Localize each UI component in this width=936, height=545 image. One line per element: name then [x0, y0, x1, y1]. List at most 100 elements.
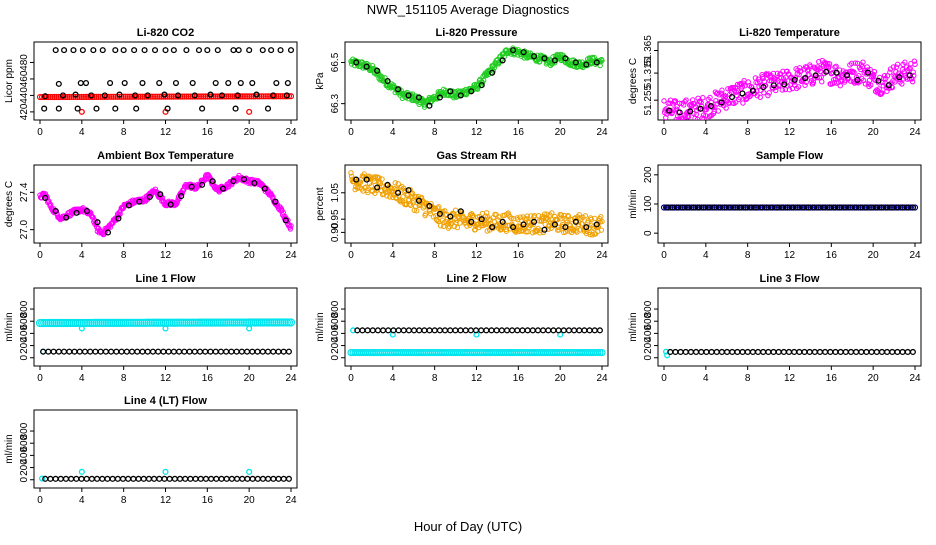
data-point	[93, 93, 100, 100]
data-point	[426, 102, 433, 109]
data-point	[104, 475, 111, 482]
x-tick-label: 0	[37, 373, 43, 384]
data-point	[409, 190, 416, 197]
data-point	[889, 348, 896, 356]
data-point	[259, 475, 267, 482]
data-point	[395, 86, 402, 93]
x-tick-label: 4	[703, 373, 709, 384]
data-point	[380, 327, 387, 334]
y-axis-label: Licor ppm	[4, 59, 15, 103]
data-point	[894, 348, 901, 356]
data-point	[128, 93, 136, 100]
x-tick-label: 16	[202, 250, 214, 261]
data-point	[405, 327, 412, 334]
data-point	[661, 98, 667, 104]
data-point	[860, 59, 866, 65]
data-point	[523, 229, 529, 235]
data-point	[786, 87, 793, 93]
data-point	[880, 204, 887, 211]
data-point	[88, 475, 95, 482]
data-point	[94, 219, 101, 226]
y-tick-label: 27.0	[19, 219, 30, 239]
data-point	[348, 173, 355, 180]
data-point	[53, 93, 60, 101]
x-tick-label: 12	[784, 127, 796, 138]
data-point	[104, 229, 112, 236]
data-point	[235, 47, 242, 54]
data-point	[181, 93, 188, 100]
data-point	[84, 207, 91, 215]
x-tick-label: 20	[244, 127, 256, 138]
data-point	[912, 61, 918, 67]
data-point	[870, 204, 877, 211]
data-point	[802, 75, 809, 82]
data-point	[270, 348, 277, 355]
data-point	[78, 93, 85, 101]
data-point	[270, 475, 277, 482]
data-point	[207, 348, 214, 355]
data-point	[447, 217, 453, 223]
data-point	[576, 212, 582, 218]
data-point	[897, 204, 904, 211]
y-tick-label: 400	[19, 325, 30, 342]
data-point	[285, 348, 292, 355]
data-point	[52, 47, 59, 54]
data-point	[811, 348, 818, 356]
data-point	[478, 82, 485, 89]
x-tick-label: 24	[285, 127, 297, 138]
data-point	[550, 327, 557, 334]
data-point	[204, 47, 211, 54]
x-tick-label: 8	[432, 373, 438, 384]
data-point	[94, 475, 101, 482]
data-point	[451, 95, 457, 101]
data-point	[503, 228, 510, 234]
data-point	[38, 93, 46, 101]
data-point	[135, 93, 142, 100]
data-point	[740, 80, 747, 86]
data-point	[660, 204, 668, 211]
data-point	[72, 93, 79, 101]
data-point	[878, 348, 885, 356]
data-point	[130, 475, 137, 482]
data-point	[703, 348, 710, 356]
data-point	[708, 99, 714, 106]
data-point	[886, 204, 894, 211]
data-point	[223, 475, 230, 482]
y-tick-label: 0	[19, 477, 30, 483]
y-tick-label: 600	[19, 312, 30, 329]
data-point	[468, 218, 475, 225]
data-point	[253, 91, 260, 98]
x-tick-label: 16	[826, 373, 838, 384]
panel-title: Ambient Box Temperature	[97, 150, 234, 162]
data-point	[149, 348, 157, 355]
data-point	[68, 475, 75, 482]
data-point	[134, 348, 141, 355]
data-point	[218, 475, 225, 482]
data-point	[42, 194, 49, 201]
data-point	[510, 224, 517, 231]
data-point	[770, 348, 777, 356]
panel-title: Li-820 Temperature	[739, 27, 840, 39]
data-point	[780, 348, 787, 356]
y-tick-label: 480	[19, 54, 30, 71]
data-point	[133, 105, 140, 112]
data-point	[231, 93, 238, 100]
x-tick-label: 8	[745, 127, 751, 138]
data-point	[715, 108, 722, 114]
data-point	[246, 468, 253, 475]
x-tick-label: 16	[513, 373, 525, 384]
data-point	[168, 93, 175, 100]
data-point	[708, 348, 715, 356]
data-point	[121, 80, 128, 87]
data-point	[556, 227, 562, 233]
data-point	[672, 348, 679, 356]
data-point	[427, 99, 434, 106]
data-point	[823, 68, 830, 75]
data-point	[144, 348, 151, 355]
data-point	[863, 348, 870, 356]
data-point	[101, 92, 108, 99]
data-point	[90, 47, 97, 54]
data-point	[162, 325, 169, 332]
x-tick-label: 24	[909, 250, 921, 261]
